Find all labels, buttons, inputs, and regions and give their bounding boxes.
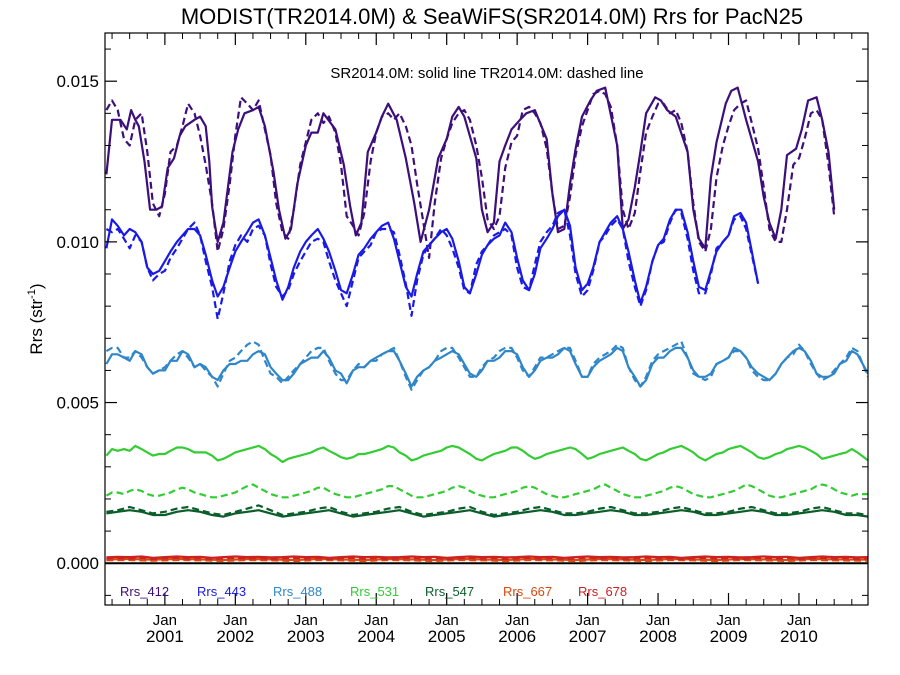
line-style-annotation: SR2014.0M: solid line TR2014.0M: dashed …	[330, 65, 643, 82]
series-line-rrs-412-dashed	[105, 89, 836, 259]
series-line-rrs-488-dashed	[105, 340, 868, 391]
series-line-rrs-678-solid	[106, 555, 868, 559]
x-tick-label-year: 2010	[780, 627, 818, 646]
x-tick-label-year: 2008	[639, 627, 677, 646]
series-line-rrs-531-dashed	[105, 483, 868, 499]
x-tick-label-month: Jan	[294, 612, 318, 629]
series-line-rrs-667-dashed	[106, 558, 868, 563]
series-line-rrs-678-dashed	[106, 556, 868, 561]
x-tick-label-year: 2007	[569, 627, 607, 646]
x-tick-label-month: Jan	[646, 612, 670, 629]
series-line-rrs-412-solid	[105, 86, 836, 250]
x-tick-label-year: 2005	[428, 627, 466, 646]
x-tick-label-month: Jan	[223, 612, 247, 629]
y-tick-label: 0.000	[56, 554, 99, 573]
x-tick-label-month: Jan	[153, 612, 177, 629]
y-axis-label-exponent: -1	[26, 289, 38, 299]
y-tick-label: 0.010	[56, 233, 99, 252]
legend-item-rrs-667: Rrs_667	[503, 584, 552, 599]
x-tick-label-year: 2004	[357, 627, 395, 646]
plot-area	[105, 86, 868, 565]
y-axis-label: Rrs (str-1)	[26, 283, 46, 354]
x-tick-label-month: Jan	[364, 612, 388, 629]
plot-frame	[104, 32, 869, 606]
x-tick-label-month: Jan	[576, 612, 600, 629]
x-tick-label-year: 2002	[216, 627, 254, 646]
legend-item-rrs-488: Rrs_488	[273, 584, 322, 599]
legend: Rrs_412 Rrs_443 Rrs_488 Rrs_531 Rrs_547 Rrs_6…	[120, 584, 627, 599]
series-line-rrs-443-dashed	[105, 208, 760, 321]
series-line-rrs-547-dashed	[106, 504, 868, 517]
y-tick-label: 0.015	[56, 72, 99, 91]
x-tick-label-year: 2001	[146, 627, 184, 646]
legend-item-rrs-443: Rrs_443	[197, 584, 246, 599]
series-line-rrs-531-solid	[105, 444, 868, 464]
x-tick-label-month: Jan	[435, 612, 459, 629]
x-tick-label-month: Jan	[505, 612, 529, 629]
legend-item-rrs-678: Rrs_678	[578, 584, 627, 599]
axes: 0.0000.0050.0100.015Jan2001Jan2002Jan200…	[56, 32, 869, 646]
x-tick-label-year: 2009	[710, 627, 748, 646]
y-axis-label-close: )	[27, 283, 46, 289]
x-tick-label-month: Jan	[716, 612, 740, 629]
x-tick-label-month: Jan	[787, 612, 811, 629]
chart-title: MODIST(TR2014.0M) & SeaWiFS(SR2014.0M) R…	[181, 4, 803, 29]
y-axis-label-main: Rrs (str	[27, 299, 46, 355]
legend-item-rrs-412: Rrs_412	[120, 584, 169, 599]
y-tick-label: 0.005	[56, 394, 99, 413]
x-tick-label-year: 2003	[287, 627, 325, 646]
series-line-rrs-547-solid	[106, 509, 868, 518]
legend-item-rrs-531: Rrs_531	[350, 584, 399, 599]
x-tick-label-year: 2006	[498, 627, 536, 646]
legend-item-rrs-547: Rrs_547	[425, 584, 474, 599]
